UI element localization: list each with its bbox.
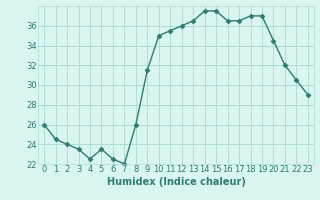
X-axis label: Humidex (Indice chaleur): Humidex (Indice chaleur) (107, 177, 245, 187)
